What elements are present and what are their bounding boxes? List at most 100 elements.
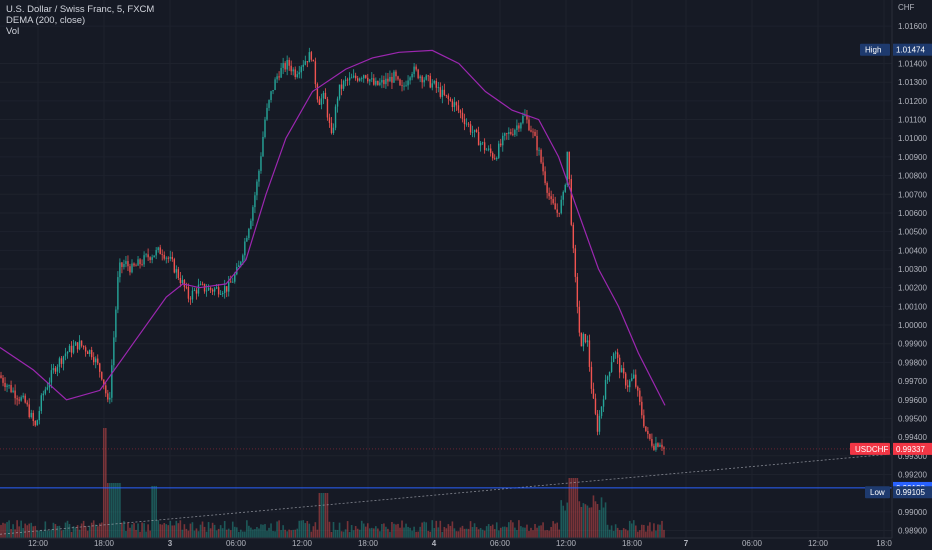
candle-body (451, 100, 454, 108)
candle-body (379, 82, 381, 85)
candle-body (84, 347, 87, 352)
candle-body (397, 76, 399, 80)
candle-body (348, 77, 351, 81)
time-axis[interactable]: 12:00 18:00 3 06:00 12:00 18:00 4 06:00 12:00 18:… (28, 539, 892, 548)
volume-bars (0, 428, 665, 538)
candle-body (620, 368, 623, 373)
candle-body (580, 332, 583, 347)
symbol-title[interactable]: U.S. Dollar / Swiss Franc, 5, FXCM (6, 4, 155, 15)
candle-body (596, 413, 599, 432)
candle-body (498, 143, 500, 158)
volume-bar (177, 523, 180, 538)
volume-bar (375, 526, 377, 538)
candle-body (165, 257, 167, 259)
volume-bar (530, 527, 532, 538)
volume-bar (90, 522, 93, 538)
volume-bar (453, 528, 456, 538)
candle-body (467, 123, 470, 125)
volume-bar (68, 524, 71, 538)
volume-bar (284, 529, 286, 538)
volume-bar (274, 531, 276, 538)
volume-bar (647, 525, 649, 538)
volume-bar (195, 528, 198, 538)
candle-body (316, 84, 319, 100)
candle-body (80, 340, 83, 346)
candle-body (62, 356, 65, 364)
price-tick-label: 1.00800 (898, 172, 927, 181)
volume-bar (28, 523, 31, 538)
price-tick-label: 1.01200 (898, 97, 927, 106)
volume-bar (657, 524, 659, 538)
candle-body (183, 279, 186, 287)
candle-body (514, 129, 516, 135)
volume-bar (225, 529, 228, 538)
candle-body (250, 220, 252, 229)
volume-bar (183, 524, 186, 538)
candle-body (459, 110, 462, 113)
candle-body (26, 402, 28, 405)
volume-bar (151, 486, 153, 538)
candle-body (558, 212, 560, 214)
candle-body (560, 199, 562, 214)
candle-body (78, 340, 81, 350)
volume-bar (86, 530, 89, 538)
low-tag-label: Low (870, 488, 885, 497)
volume-bar (318, 493, 321, 538)
candle-body (483, 142, 486, 151)
candle-body (554, 203, 556, 210)
volume-bar (473, 523, 476, 538)
volume-bar (501, 526, 504, 538)
volume-bar (306, 521, 309, 538)
candle-body (284, 63, 286, 70)
candle-body (4, 382, 6, 387)
candle-body (92, 357, 95, 363)
volume-bar (643, 524, 645, 538)
candle-body (276, 76, 278, 80)
volume-bar (634, 525, 637, 538)
price-tick-label: 1.00100 (898, 302, 927, 311)
volume-bar (117, 483, 119, 538)
volume-bar (169, 520, 172, 538)
high-tag-value: 1.01474 (896, 46, 925, 55)
volume-bar (30, 522, 33, 538)
candle-body (119, 262, 121, 278)
candle-body (421, 76, 423, 83)
candle-body (44, 389, 47, 394)
candle-body (385, 78, 387, 85)
volume-bar (554, 523, 556, 538)
volume-bar (546, 530, 548, 538)
volume-bar (497, 530, 500, 538)
volume-bar (435, 520, 438, 538)
candle-body (185, 286, 188, 288)
volume-bar (379, 531, 381, 538)
candle-body (274, 79, 276, 90)
candle-body (627, 385, 629, 388)
volume-bar (258, 528, 260, 538)
candle-body (95, 358, 97, 363)
volume-bar (368, 528, 371, 538)
indicator-dema-label[interactable]: DEMA (200, close) (6, 15, 86, 26)
volume-bar (393, 523, 395, 538)
volume-bar (356, 528, 359, 538)
candle-body (0, 375, 2, 378)
candle-body (453, 102, 456, 108)
candle-body (111, 365, 113, 398)
high-tag-label: High (865, 46, 881, 55)
price-axis[interactable]: 1.01600 1.01400 1.01300 1.01200 1.01100 1.010… (898, 22, 927, 535)
volume-bar (536, 527, 538, 538)
volume-bar (207, 522, 210, 538)
candle-body (429, 75, 431, 88)
candle-body (318, 99, 321, 105)
volume-bar (415, 531, 417, 538)
candle-body (641, 401, 643, 416)
volume-bar (312, 526, 315, 538)
volume-bar (417, 531, 419, 538)
volume-bar (445, 528, 448, 538)
candle-body (622, 368, 625, 374)
volume-bar (139, 531, 141, 538)
candle-body (391, 76, 393, 83)
candle-body (113, 337, 115, 366)
indicator-volume-label[interactable]: Vol (6, 26, 20, 37)
volume-bar (346, 521, 349, 538)
